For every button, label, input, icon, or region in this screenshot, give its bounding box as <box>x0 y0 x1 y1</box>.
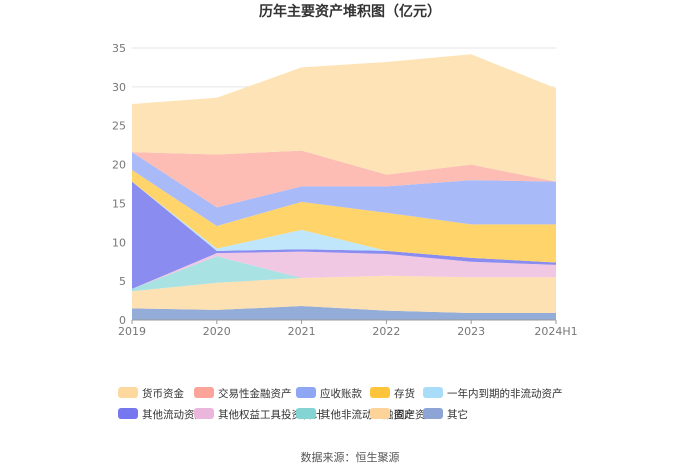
x-tick-label: 2023 <box>457 325 485 338</box>
legend-swatch <box>370 408 390 419</box>
legend-swatch <box>118 387 138 398</box>
area-series-group <box>132 54 556 320</box>
x-tick-label: 2021 <box>288 325 316 338</box>
y-tick-label: 5 <box>119 275 126 288</box>
axes: 0 5 10 15 20 25 30 35 2019 2020 2021 2022 2023 2024H1 <box>112 42 578 338</box>
legend-label: 其它 <box>447 408 468 421</box>
area-货币资金 <box>132 54 556 182</box>
area-应收账款 <box>132 152 556 226</box>
area-固定资产 <box>132 275 556 314</box>
area-存货 <box>132 170 556 263</box>
data-source-note: 数据来源：恒生聚源 <box>301 450 400 464</box>
legend-label: 其他流动资产 <box>142 408 205 421</box>
legend-swatch <box>194 408 214 419</box>
legend-label: 其他非流动金融资产 <box>320 408 415 421</box>
legend-swatch <box>296 387 316 398</box>
legend-label: 存货 <box>394 387 415 400</box>
y-tick-label: 20 <box>112 159 126 172</box>
chart-title: 历年主要资产堆积图（亿元） <box>259 3 441 20</box>
area-一年内到期的非流动资产 <box>132 181 556 263</box>
legend-swatch <box>194 387 214 398</box>
legend-label: 货币资金 <box>142 387 184 400</box>
legend-swatch <box>296 408 316 419</box>
legend-label: 交易性金融资产 <box>218 387 292 400</box>
legend-swatch <box>423 387 443 398</box>
legend-swatch <box>118 408 138 419</box>
x-tick-label: 2024H1 <box>534 325 577 338</box>
area-其他非流动金融资产 <box>132 256 556 292</box>
legend-label: 一年内到期的非流动资产 <box>447 387 563 400</box>
y-tick-label: 15 <box>112 197 126 210</box>
y-tick-label: 30 <box>112 81 126 94</box>
y-tick-label: 0 <box>119 314 126 327</box>
legend-label: 应收账款 <box>320 387 362 400</box>
y-tick-label: 25 <box>112 120 126 133</box>
legend-swatch <box>423 408 443 419</box>
x-tick-label: 2020 <box>203 325 231 338</box>
area-交易性金融资产 <box>132 150 556 208</box>
y-tick-label: 10 <box>112 236 126 249</box>
x-tick-label: 2019 <box>118 325 146 338</box>
legend-swatch <box>370 387 390 398</box>
area-其他权益工具投资合计 <box>132 251 556 289</box>
y-tick-label: 35 <box>112 42 126 55</box>
area-其它 <box>132 306 556 320</box>
x-tick-label: 2022 <box>372 325 400 338</box>
